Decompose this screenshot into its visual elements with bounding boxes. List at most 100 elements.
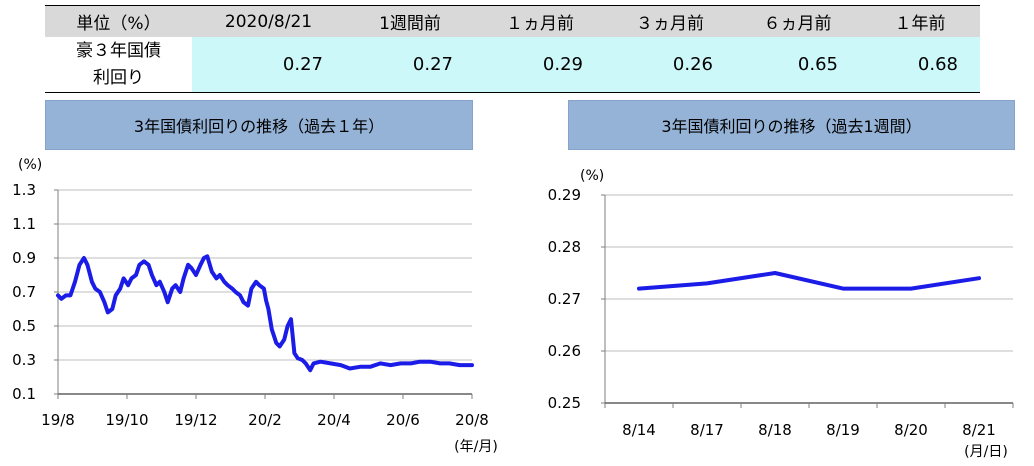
data-point <box>93 287 97 291</box>
series-line <box>56 254 474 373</box>
x-tick-label: 19/10 <box>105 411 148 429</box>
table-row: 豪３年国債 利回り 0.27 0.27 0.29 0.26 0.65 0.68 <box>45 37 980 92</box>
x-tick-label: 20/4 <box>317 411 351 429</box>
data-point <box>102 300 106 304</box>
x-tick-label: 8/21 <box>962 421 996 439</box>
data-point <box>368 365 372 369</box>
data-point <box>399 361 403 365</box>
data-point <box>226 283 230 287</box>
data-point <box>170 287 174 291</box>
data-point <box>205 254 209 258</box>
yield-summary-table: 単位（%） 2020/8/21 1週間前 １ヵ月前 ３ヵ月前 ６ヵ月前 １年前 … <box>45 5 980 93</box>
data-point <box>348 367 352 370</box>
data-point <box>470 363 474 367</box>
data-point <box>977 276 981 280</box>
data-point <box>126 283 130 287</box>
data-point <box>428 360 432 364</box>
data-point <box>282 338 286 342</box>
data-point <box>278 344 282 348</box>
data-point <box>218 273 222 277</box>
value-cell-1-year-ago: 0.68 <box>860 37 980 92</box>
header-cell-3-months-ago: ３ヵ月前 <box>636 14 704 34</box>
data-point <box>174 283 178 287</box>
y-tick-label: 1.1 <box>12 215 36 233</box>
data-point <box>300 358 304 362</box>
data-point <box>137 263 141 267</box>
data-point <box>147 263 150 267</box>
row-label-line2: 利回り <box>93 67 144 88</box>
y-tick-label: 0.3 <box>12 351 36 369</box>
data-point <box>190 266 193 270</box>
data-point <box>202 256 206 260</box>
data-point <box>73 280 77 284</box>
y-tick-label: 0.1 <box>12 385 36 403</box>
value-cell-1-week-ago: 0.27 <box>345 37 475 92</box>
header-cell-unit: 単位（%） <box>76 14 161 34</box>
data-point <box>98 290 102 294</box>
x-axis-unit-label: (年/月) <box>454 439 498 455</box>
data-point <box>909 287 913 291</box>
table-header-row: 単位（%） 2020/8/21 1週間前 １ヵ月前 ３ヵ月前 ６ヵ月前 １年前 <box>45 6 980 37</box>
data-point <box>329 361 333 365</box>
x-axis-unit-label: (月/日) <box>964 444 1008 460</box>
data-point <box>249 287 253 291</box>
x-tick-label: 8/14 <box>622 421 656 439</box>
y-tick-label: 0.7 <box>12 283 36 301</box>
data-point <box>234 290 238 294</box>
data-point <box>59 297 63 301</box>
x-tick-label: 20/8 <box>455 411 489 429</box>
y-tick-label: 0.26 <box>548 342 581 360</box>
data-point <box>257 283 261 287</box>
plot-area: 1.3 1.1 0.9 0.7 0.5 0.3 0.1 19/8 19/10 19/12 20/2 2… <box>12 181 489 429</box>
data-point <box>286 324 290 328</box>
data-point <box>378 361 382 365</box>
data-point <box>199 263 202 267</box>
yield-chart-past-year: (%) (年/月) 1.3 1.1 0.9 0.7 0.5 0.3 0.1 19/8 19/10… <box>12 157 498 455</box>
y-tick-label: 0.25 <box>548 394 581 412</box>
data-point <box>118 287 122 291</box>
data-point <box>458 363 462 367</box>
data-point <box>304 361 308 365</box>
header-cell-1-week-ago: 1週間前 <box>379 14 441 34</box>
data-point <box>254 280 258 284</box>
data-point <box>194 273 198 277</box>
data-point <box>318 360 322 364</box>
header-cell-6-months-ago: ６ヵ月前 <box>763 14 832 34</box>
x-tick-label: 8/18 <box>758 421 792 439</box>
data-point <box>308 368 312 372</box>
data-point <box>158 280 162 284</box>
data-point <box>264 299 268 302</box>
data-point <box>262 287 266 291</box>
data-point <box>82 256 86 260</box>
data-point <box>773 271 777 275</box>
data-point <box>56 293 60 297</box>
x-tick-label: 20/2 <box>248 411 282 429</box>
y-tick-label: 0.28 <box>548 238 581 256</box>
data-point <box>841 287 845 291</box>
data-point <box>358 365 362 369</box>
series-line <box>637 271 981 291</box>
value-cell-3-months-ago: 0.26 <box>605 37 735 92</box>
x-tick-label: 8/19 <box>826 421 860 439</box>
data-point <box>110 307 114 311</box>
data-point <box>246 304 250 308</box>
value-cell-6-months-ago: 0.65 <box>735 37 860 92</box>
data-point <box>154 283 158 287</box>
data-point <box>312 361 316 365</box>
yield-chart-past-week: (%) (月/日) 0.29 0.28 0.27 0.26 0.25 8/14 8/17 8/… <box>548 168 1014 460</box>
data-point <box>409 361 413 365</box>
data-point <box>705 281 709 285</box>
data-point <box>637 287 641 291</box>
header-cell-1-year-ago: １年前 <box>894 14 946 34</box>
data-point <box>238 293 242 297</box>
x-tick-label: 8/17 <box>690 421 724 439</box>
data-point <box>447 361 451 365</box>
y-tick-label: 0.9 <box>12 249 36 267</box>
data-point <box>150 273 154 277</box>
y-axis-unit-label: (%) <box>580 168 604 184</box>
data-point <box>339 363 343 367</box>
data-point <box>389 363 393 367</box>
data-point <box>210 270 214 274</box>
data-point <box>162 290 166 294</box>
data-point <box>90 280 94 284</box>
